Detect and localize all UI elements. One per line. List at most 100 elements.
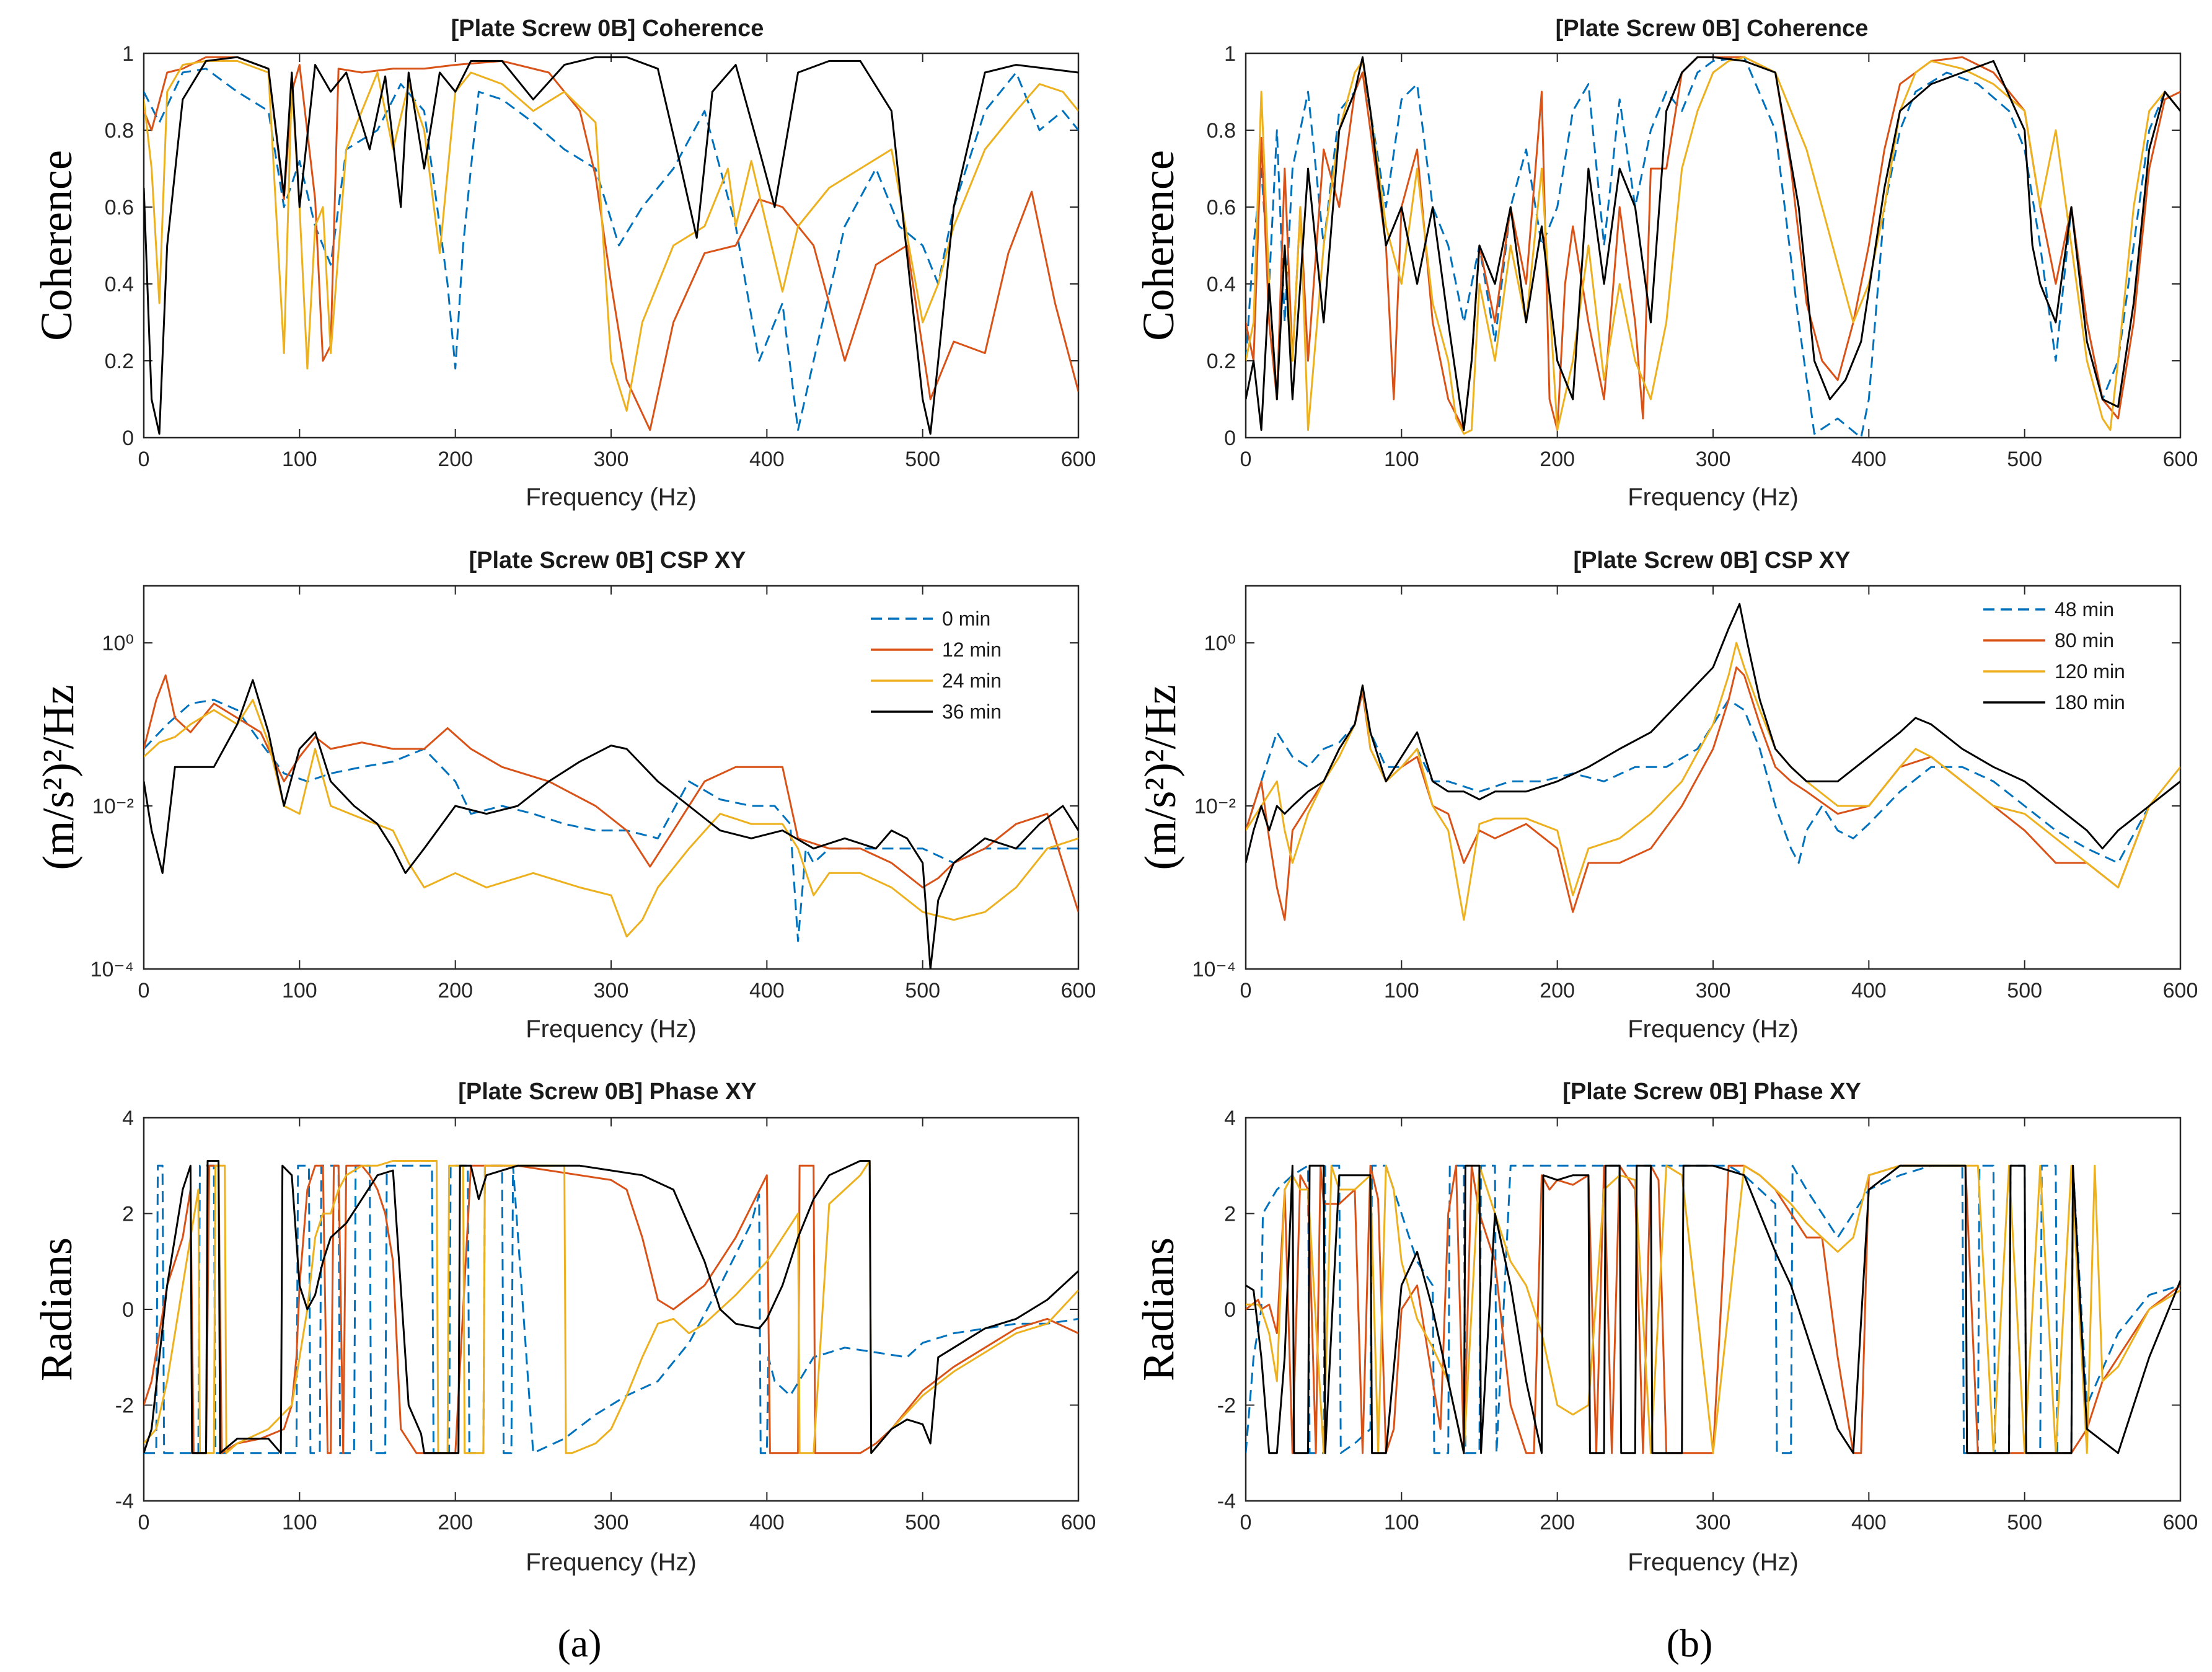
- x-tick-label: 400: [749, 1511, 785, 1534]
- plot-frame: [143, 585, 1080, 970]
- y-axis-label: Radians: [1134, 1237, 1183, 1381]
- x-tick-label: 300: [594, 448, 629, 471]
- y-tick-label: 1: [1224, 42, 1236, 66]
- x-tick-label: 0: [1240, 979, 1252, 1002]
- x-tick-label: 0: [1240, 1511, 1252, 1534]
- series-line-2: [144, 1164, 1078, 1454]
- x-tick-label: 500: [905, 1511, 940, 1534]
- series-line-4: [1246, 56, 2180, 431]
- x-tick-label: 200: [1540, 1511, 1575, 1534]
- x-tick-label: 200: [1540, 448, 1575, 471]
- x-tick-label: 100: [282, 448, 317, 471]
- legend-entry: 0 min: [942, 608, 990, 630]
- y-tick-label: 1: [122, 42, 134, 66]
- x-axis-label: Frequency (Hz): [1628, 1015, 1799, 1043]
- x-tick-label: 200: [1540, 979, 1575, 1002]
- panel-b-phase: [Plate Screw 0B] Phase XY 0 100 200 300 400 5…: [1134, 1079, 2198, 1576]
- chart-title: [Plate Screw 0B] Coherence: [451, 15, 764, 42]
- x-tick-label: 600: [1061, 448, 1096, 471]
- series-line-4: [1246, 603, 2180, 864]
- y-tick-label: 2: [122, 1203, 134, 1226]
- y-axis-label: Coherence: [32, 150, 81, 341]
- x-tick-label: 300: [1696, 448, 1731, 471]
- y-axis-label: (m/s²)²/Hz: [1135, 684, 1185, 870]
- chart-title: [Plate Screw 0B] Coherence: [1556, 15, 1869, 42]
- series-line-3: [144, 60, 1078, 412]
- legend-entry: 180 min: [2055, 691, 2125, 714]
- y-tick-label: 0.4: [105, 273, 134, 296]
- x-tick-label: 100: [282, 979, 317, 1002]
- x-tick-label: 0: [138, 979, 150, 1002]
- panel-b-coherence: [Plate Screw 0B] Coherence 0 100 200 300 400…: [1134, 15, 2198, 511]
- x-tick-label: 400: [1851, 448, 1887, 471]
- x-tick-label: 200: [438, 979, 473, 1002]
- panel-a-phase: [Plate Screw 0B] Phase XY 0 100 200 300 400 5…: [32, 1079, 1096, 1576]
- y-tick-label: -2: [1217, 1394, 1236, 1418]
- legend-entry: 80 min: [2055, 629, 2114, 652]
- series-line-4: [1246, 1164, 2180, 1454]
- y-tick-label: 0.6: [105, 196, 134, 219]
- x-tick-label: 300: [1696, 1511, 1731, 1534]
- chart-title: [Plate Screw 0B] Phase XY: [1562, 1079, 1861, 1105]
- x-tick-label: 400: [749, 448, 785, 471]
- series-line-3: [1246, 1164, 2180, 1454]
- series-line-4: [144, 56, 1078, 435]
- x-tick-label: 0: [138, 448, 150, 471]
- y-axis-label: (m/s²)²/Hz: [33, 684, 83, 870]
- x-tick-label: 0: [1240, 448, 1252, 471]
- y-tick-label: 10⁻²: [92, 795, 134, 818]
- y-tick-label: 10⁻⁴: [1192, 958, 1236, 981]
- x-tick-label: 500: [2007, 448, 2042, 471]
- x-axis-label: Frequency (Hz): [526, 1015, 697, 1043]
- x-tick-label: 600: [2163, 1511, 2198, 1534]
- x-tick-label: 300: [1696, 979, 1731, 1002]
- series-line-3: [1246, 642, 2180, 921]
- panel-a-csp: [Plate Screw 0B] CSP XY 0 100 200 300 400 500…: [33, 547, 1096, 1043]
- y-tick-label: 0.8: [105, 119, 134, 143]
- x-tick-label: 600: [1061, 1511, 1096, 1534]
- legend-entry: 120 min: [2055, 660, 2125, 683]
- chart-title: [Plate Screw 0B] Phase XY: [458, 1079, 757, 1105]
- x-tick-label: 300: [594, 1511, 629, 1534]
- x-axis-label: Frequency (Hz): [1628, 484, 1799, 511]
- x-axis-label: Frequency (Hz): [526, 1549, 697, 1576]
- x-axis-label: Frequency (Hz): [1628, 1549, 1799, 1576]
- y-axis-label: Coherence: [1134, 150, 1183, 341]
- series-line-1: [144, 68, 1078, 431]
- plot-frame: [143, 1117, 1080, 1502]
- x-tick-label: 500: [2007, 979, 2042, 1002]
- x-tick-label: 600: [2163, 979, 2198, 1002]
- y-tick-label: 0.2: [1207, 350, 1236, 373]
- y-tick-label: 10⁻²: [1194, 795, 1236, 818]
- y-tick-label: 0: [1224, 427, 1236, 450]
- y-axis-label: Radians: [32, 1237, 81, 1381]
- x-tick-label: 400: [1851, 1511, 1887, 1534]
- y-tick-label: 0: [1224, 1298, 1236, 1322]
- y-tick-label: 10⁻⁴: [90, 958, 134, 981]
- series-line-3: [144, 699, 1078, 938]
- x-tick-label: 500: [905, 979, 940, 1002]
- y-tick-label: 10⁰: [102, 632, 134, 655]
- y-tick-label: 10⁰: [1204, 632, 1236, 655]
- y-tick-label: 0.6: [1207, 196, 1236, 219]
- chart-title: [Plate Screw 0B] CSP XY: [1573, 547, 1850, 573]
- x-tick-label: 400: [1851, 979, 1887, 1002]
- series-line-1: [1246, 1164, 2180, 1454]
- y-tick-label: -2: [115, 1394, 134, 1418]
- x-tick-label: 100: [1384, 1511, 1419, 1534]
- chart-title: [Plate Screw 0B] CSP XY: [469, 547, 746, 573]
- series-line-2: [144, 674, 1078, 913]
- y-tick-label: 0: [122, 1298, 134, 1322]
- series-line-4: [144, 679, 1078, 969]
- panel-label-a: (a): [557, 1621, 601, 1665]
- series-line-4: [144, 1160, 1078, 1454]
- x-tick-label: 100: [1384, 979, 1419, 1002]
- x-axis-label: Frequency (Hz): [526, 484, 697, 511]
- panel-label-b: (b): [1667, 1621, 1713, 1665]
- series-line-3: [1246, 56, 2180, 435]
- plot-frame: [1245, 585, 2182, 970]
- panel-a-coherence: [Plate Screw 0B] Coherence 0 100 200 300 400…: [32, 15, 1096, 511]
- legend-entry: 48 min: [2055, 598, 2114, 621]
- y-tick-label: -4: [1217, 1490, 1236, 1513]
